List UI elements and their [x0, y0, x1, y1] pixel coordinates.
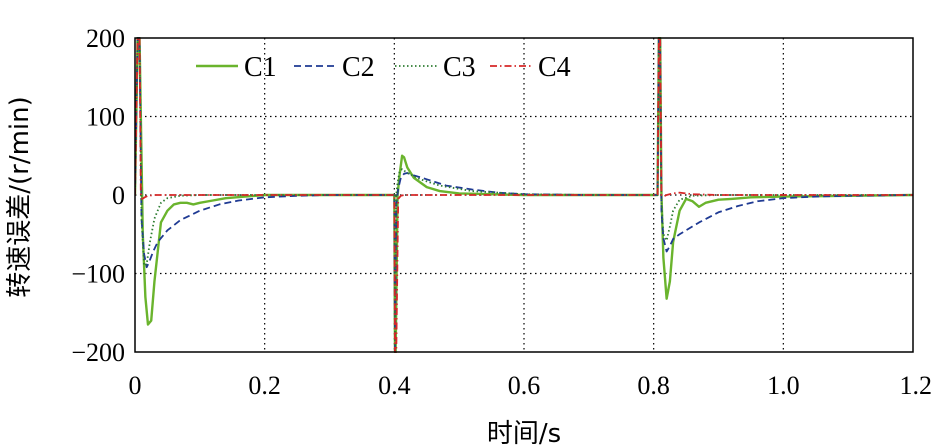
- x-tick-label: 0.2: [248, 371, 281, 400]
- x-tick-label: 0.4: [378, 371, 411, 400]
- x-tick-label: 1.0: [767, 371, 800, 400]
- legend-label-c4: C4: [538, 52, 571, 83]
- series-line-c3: [135, 37, 913, 353]
- y-tick-label: 0: [112, 181, 125, 210]
- legend-label-c3: C3: [443, 52, 476, 83]
- legend-label-c1: C1: [244, 52, 277, 83]
- y-tick-label: −200: [71, 338, 125, 367]
- series-line-c4: [135, 37, 913, 353]
- y-tick-label: 100: [86, 103, 125, 132]
- series-line-c1: [135, 37, 913, 353]
- x-tick-label: 1.2: [900, 371, 933, 400]
- x-tick-label: 0.6: [508, 371, 541, 400]
- tick-labels: 0 0.2 0.4 0.6 0.8 1.0 1.2 200 100 0 −100 −200: [71, 24, 932, 400]
- series-layer: [135, 37, 913, 353]
- y-tick-label: 200: [86, 24, 125, 53]
- x-tick-label: 0.8: [637, 371, 670, 400]
- plot-frame: [134, 37, 914, 353]
- y-tick-label: −100: [71, 260, 125, 289]
- x-axis-label: 时间/s: [487, 419, 561, 448]
- legend-label-c2: C2: [342, 52, 375, 83]
- legend: C1 C2 C3 C4: [196, 52, 571, 83]
- series-line-c2: [135, 37, 913, 353]
- x-tick-label: 0: [129, 371, 142, 400]
- y-axis-label: 转速误差/(r/min): [5, 96, 35, 298]
